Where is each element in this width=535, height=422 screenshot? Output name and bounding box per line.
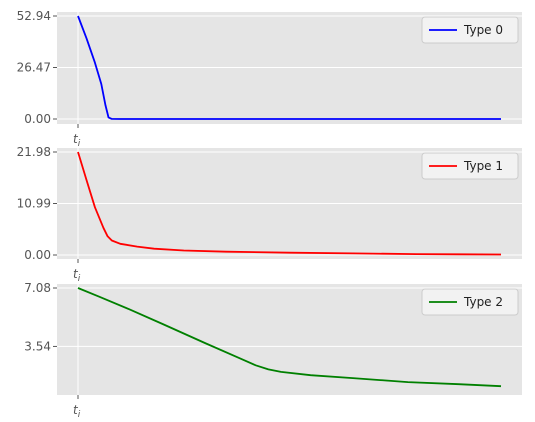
y-tick-label: 3.54 — [24, 339, 51, 353]
x-tick-label: ti — [73, 267, 81, 284]
legend-label: Type 0 — [463, 23, 503, 37]
y-tick-label: 0.00 — [24, 112, 51, 126]
x-tick-label-base: t — [73, 403, 79, 417]
y-tick-label: 26.47 — [17, 61, 51, 75]
series-line-type-1 — [77, 151, 502, 256]
y-tick-label: 21.98 — [17, 145, 51, 159]
series-line-type-0 — [77, 15, 501, 120]
legend: Type 1 — [421, 152, 519, 180]
legend-label: Type 2 — [463, 295, 503, 309]
series-line-type-2 — [77, 287, 502, 388]
x-tick-label-subscript: i — [78, 274, 81, 284]
y-tick-label: 0.00 — [24, 248, 51, 262]
legend-box — [421, 152, 519, 180]
chart-panel-0: 0.00 26.47 52.94 ti Type 0 — [17, 9, 522, 149]
y-tick-label: 7.08 — [24, 281, 51, 295]
x-tick-label-base: t — [73, 267, 79, 281]
legend-box — [421, 288, 519, 316]
legend-label: Type 1 — [463, 159, 503, 173]
x-tick-label: ti — [73, 132, 81, 149]
chart-panel-2: 3.54 7.08 ti Type 2 — [24, 281, 522, 420]
chart-panel-1: 0.00 10.99 21.98 ti Type 1 — [17, 145, 522, 284]
x-tick-label: ti — [73, 403, 81, 420]
x-tick-label-subscript: i — [78, 410, 81, 420]
y-tick-label: 10.99 — [17, 197, 51, 211]
x-tick-label-base: t — [73, 132, 79, 146]
x-tick-label-subscript: i — [78, 139, 81, 149]
legend-box — [421, 16, 519, 44]
y-tick-label: 52.94 — [17, 9, 51, 23]
legend: Type 0 — [421, 16, 519, 44]
legend: Type 2 — [421, 288, 519, 316]
